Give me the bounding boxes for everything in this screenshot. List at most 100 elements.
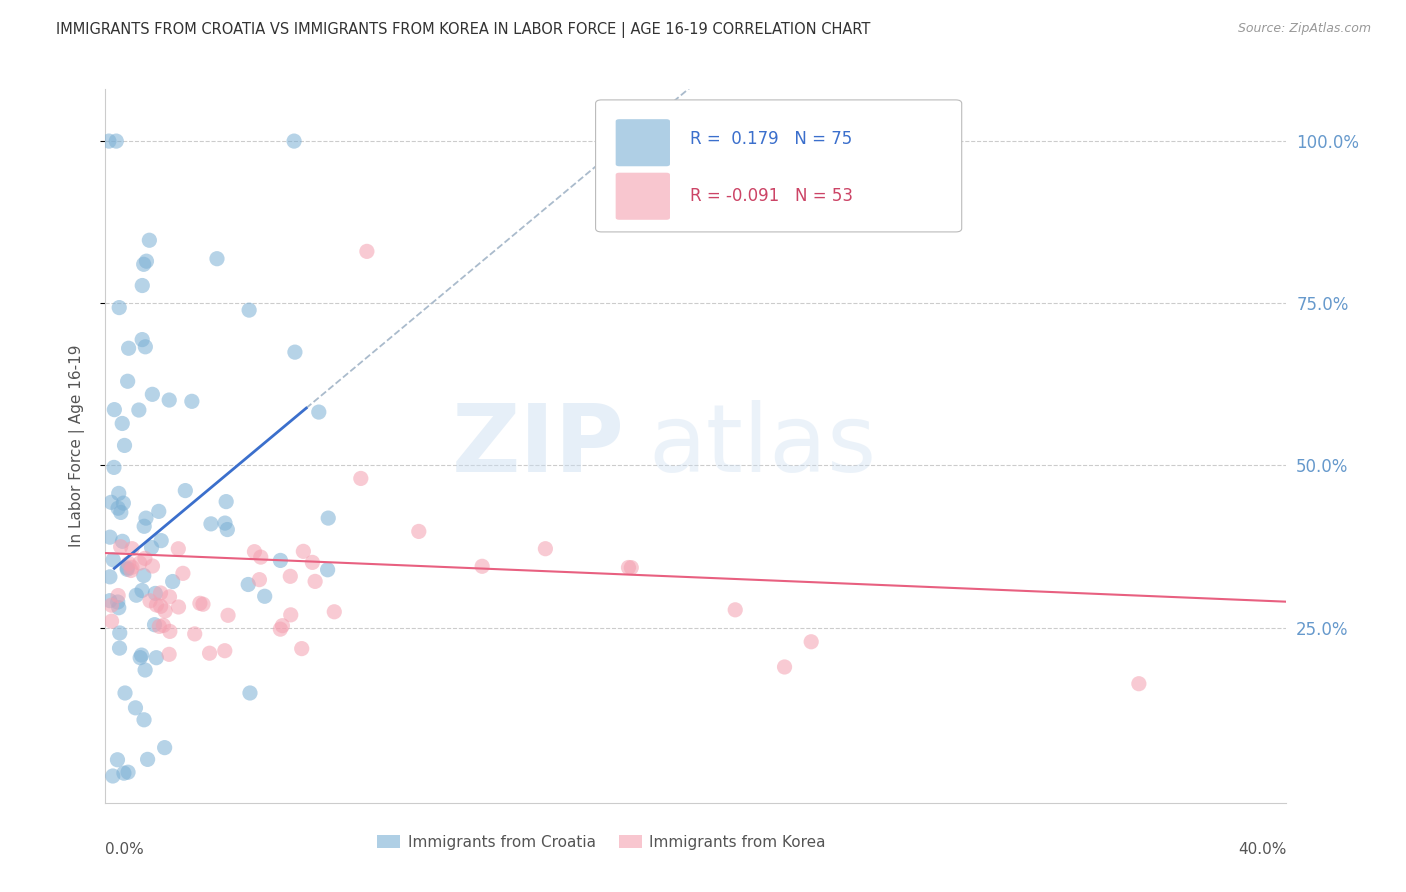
Point xyxy=(141,541,163,555)
Point xyxy=(117,374,139,388)
Point xyxy=(103,402,125,417)
Point xyxy=(167,599,190,614)
Point xyxy=(121,560,143,574)
Point xyxy=(188,596,211,610)
Point xyxy=(191,597,214,611)
Text: 40.0%: 40.0% xyxy=(1239,842,1286,857)
Text: R =  0.179   N = 75: R = 0.179 N = 75 xyxy=(690,130,852,148)
Text: 0.0%: 0.0% xyxy=(105,842,145,857)
Legend: Immigrants from Croatia, Immigrants from Korea: Immigrants from Croatia, Immigrants from… xyxy=(371,829,832,855)
Point xyxy=(129,650,152,665)
Point xyxy=(249,573,271,587)
Point xyxy=(131,278,153,293)
Point xyxy=(131,583,153,598)
Point xyxy=(111,417,134,431)
Point xyxy=(108,641,131,656)
Point xyxy=(284,345,307,359)
Point xyxy=(139,594,162,608)
Point xyxy=(125,588,148,602)
Point xyxy=(98,570,121,584)
Point xyxy=(115,562,138,576)
Point xyxy=(105,134,128,148)
Point xyxy=(107,501,129,516)
Point xyxy=(183,627,205,641)
Point xyxy=(100,614,122,628)
Point xyxy=(101,769,124,783)
Text: Source: ZipAtlas.com: Source: ZipAtlas.com xyxy=(1237,22,1371,36)
Point xyxy=(107,486,129,500)
Point xyxy=(174,483,197,498)
Point xyxy=(111,534,134,549)
Point xyxy=(103,460,125,475)
Text: atlas: atlas xyxy=(648,400,877,492)
Point xyxy=(149,599,172,614)
Point xyxy=(141,559,163,574)
Point xyxy=(134,551,156,566)
Point xyxy=(132,568,155,582)
Point xyxy=(114,438,136,452)
Point xyxy=(323,605,346,619)
Point xyxy=(356,244,378,259)
Point xyxy=(167,541,190,556)
Point xyxy=(249,550,271,565)
Point xyxy=(214,516,236,530)
Point xyxy=(101,553,124,567)
FancyBboxPatch shape xyxy=(616,173,671,219)
Point xyxy=(98,593,121,607)
Point xyxy=(145,598,167,612)
Point xyxy=(271,618,294,632)
Point xyxy=(301,555,323,569)
Point xyxy=(269,553,291,567)
Point xyxy=(136,752,159,766)
Point xyxy=(134,663,156,677)
Point xyxy=(243,544,266,558)
Point xyxy=(148,504,170,518)
Point xyxy=(153,740,176,755)
Point xyxy=(128,556,150,570)
Point xyxy=(253,589,276,603)
FancyBboxPatch shape xyxy=(616,120,671,166)
Point xyxy=(97,134,120,148)
Point xyxy=(149,586,172,600)
Point xyxy=(134,340,156,354)
Point xyxy=(141,387,163,401)
Point xyxy=(239,686,262,700)
Text: R = -0.091   N = 53: R = -0.091 N = 53 xyxy=(690,187,853,205)
Point xyxy=(115,561,138,575)
Point xyxy=(135,254,157,268)
Point xyxy=(131,648,153,662)
Point xyxy=(100,495,122,509)
Point xyxy=(143,586,166,600)
Point xyxy=(198,646,221,660)
Point xyxy=(157,648,180,662)
Point xyxy=(107,595,129,609)
Point xyxy=(308,405,330,419)
Point xyxy=(620,560,643,574)
Point xyxy=(238,303,260,318)
Point xyxy=(408,524,430,539)
Point xyxy=(117,341,139,355)
Point xyxy=(278,569,301,583)
Point xyxy=(107,753,129,767)
Point xyxy=(291,641,314,656)
Point xyxy=(724,603,747,617)
Point xyxy=(132,257,155,271)
Point xyxy=(143,617,166,632)
Point xyxy=(107,600,129,615)
Point xyxy=(121,541,143,556)
Point xyxy=(124,701,146,715)
Point xyxy=(117,765,139,780)
Point xyxy=(800,634,823,648)
Point xyxy=(773,660,796,674)
Point xyxy=(134,519,156,533)
Point xyxy=(172,566,194,581)
Point xyxy=(108,301,131,315)
Point xyxy=(215,494,238,508)
Point xyxy=(114,686,136,700)
Point xyxy=(128,403,150,417)
Point xyxy=(107,589,129,603)
Point xyxy=(304,574,326,589)
Point xyxy=(350,471,373,485)
Point xyxy=(108,626,131,640)
Point xyxy=(145,650,167,665)
